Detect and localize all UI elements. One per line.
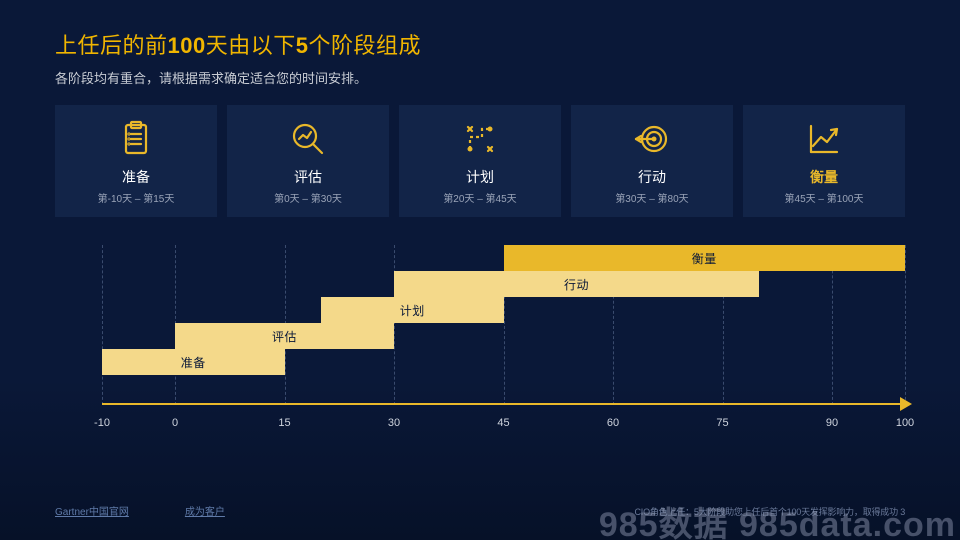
phase-card: 衡量 第45天 – 第100天 [743, 105, 905, 217]
phase-card: 行动 第30天 – 第80天 [571, 105, 733, 217]
plan-icon [460, 119, 500, 159]
target-icon [632, 119, 672, 159]
card-name: 计划 [466, 167, 494, 187]
card-name: 准备 [122, 167, 150, 187]
link-gartner[interactable]: Gartner中国官网 [55, 503, 129, 518]
card-range: 第45天 – 第100天 [785, 190, 864, 205]
title-seg: 天由以下 [206, 33, 296, 58]
title-num: 5 [296, 33, 309, 58]
card-name: 衡量 [810, 167, 838, 187]
card-range: 第0天 – 第30天 [274, 190, 342, 205]
timeline-bar: 衡量 [504, 245, 906, 271]
tick-label: 15 [278, 417, 290, 429]
timeline-bar: 计划 [321, 297, 504, 323]
tick-label: 30 [388, 417, 400, 429]
phase-card: 计划 第20天 – 第45天 [399, 105, 561, 217]
axis-arrow-icon [900, 397, 912, 411]
tick-label: 60 [607, 417, 619, 429]
subtitle: 各阶段均有重合，请根据需求确定适合您的时间安排。 [55, 68, 905, 87]
tick-label: 0 [172, 417, 178, 429]
footer-links: Gartner中国官网 成为客户 [55, 503, 225, 518]
timeline-chart: -100153045607590100衡量行动计划评估准备 [55, 245, 905, 435]
phase-cards: 准备 第-10天 – 第15天 评估 第0天 – 第30天 计划 第20天 – … [55, 105, 905, 217]
card-range: 第20天 – 第45天 [443, 190, 516, 205]
measure-icon [804, 119, 844, 159]
axis [102, 403, 905, 405]
grid-line [394, 245, 395, 405]
analyze-icon [288, 119, 328, 159]
tick-label: 90 [826, 417, 838, 429]
grid-line [905, 245, 906, 405]
timeline-bar: 准备 [102, 349, 285, 375]
timeline-bar: 评估 [175, 323, 394, 349]
timeline-bar: 行动 [394, 271, 759, 297]
title-num: 100 [168, 33, 206, 58]
phase-card: 准备 第-10天 – 第15天 [55, 105, 217, 217]
watermark: 985数据 985data.com [599, 497, 956, 540]
title-seg: 个阶段组成 [309, 33, 422, 58]
link-become-client[interactable]: 成为客户 [185, 503, 225, 518]
tick-label: 75 [716, 417, 728, 429]
tick-label: 45 [497, 417, 509, 429]
grid-line [102, 245, 103, 405]
card-range: 第-10天 – 第15天 [98, 190, 175, 205]
phase-card: 评估 第0天 – 第30天 [227, 105, 389, 217]
card-name: 行动 [638, 167, 666, 187]
card-range: 第30天 – 第80天 [615, 190, 688, 205]
title-seg: 上任后的前 [55, 33, 168, 58]
page-title: 上任后的前100天由以下5个阶段组成 [55, 28, 905, 60]
tick-label: -10 [94, 417, 110, 429]
tick-label: 100 [896, 417, 914, 429]
clipboard-icon [116, 119, 156, 159]
card-name: 评估 [294, 167, 322, 187]
